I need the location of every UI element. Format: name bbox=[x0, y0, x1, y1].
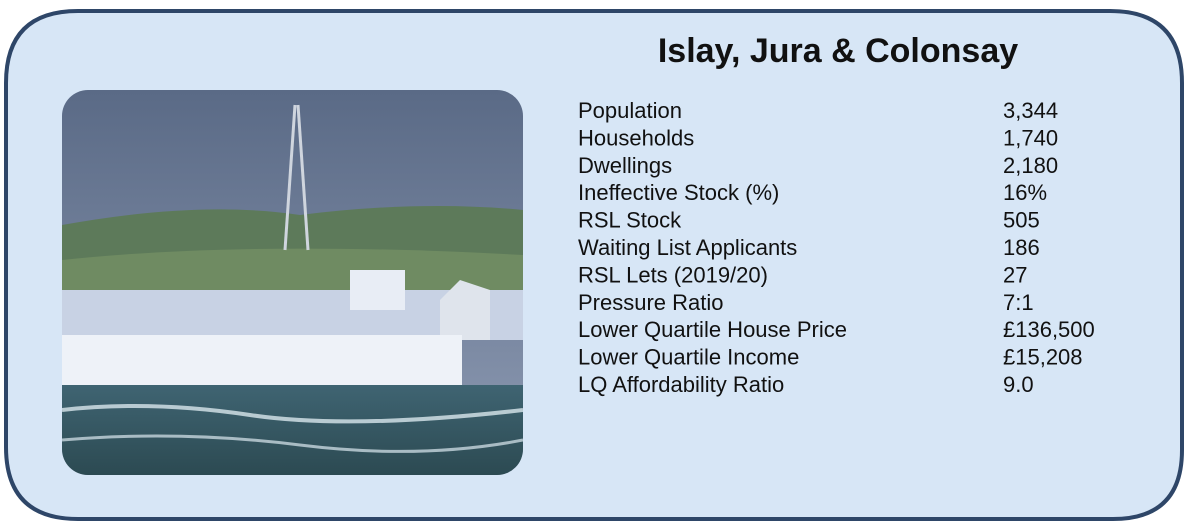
photo bbox=[62, 90, 523, 475]
row-label: RSL Stock bbox=[578, 208, 682, 233]
row-value: 186 bbox=[1003, 235, 1040, 260]
row-label: Lower Quartile Income bbox=[578, 345, 799, 370]
row-value: 1,740 bbox=[1003, 125, 1058, 150]
panel-title: Islay, Jura & Colonsay bbox=[658, 32, 1018, 70]
row-label: Population bbox=[578, 98, 682, 123]
row-label: RSL Lets (2019/20) bbox=[578, 262, 768, 287]
row-label: Households bbox=[578, 125, 694, 150]
row-value: 27 bbox=[1003, 262, 1027, 287]
row-label: Dwellings bbox=[578, 153, 672, 178]
row-label: Waiting List Applicants bbox=[578, 235, 797, 260]
row-value: 9.0 bbox=[1003, 372, 1034, 397]
row-value: 3,344 bbox=[1003, 98, 1058, 123]
row-value: 2,180 bbox=[1003, 153, 1058, 178]
row-label: LQ Affordability Ratio bbox=[578, 372, 784, 397]
row-label: Ineffective Stock (%) bbox=[578, 180, 779, 205]
row-value: 505 bbox=[1003, 208, 1040, 233]
row-label: Lower Quartile House Price bbox=[578, 317, 847, 342]
row-value: £15,208 bbox=[1003, 345, 1083, 370]
row-label: Pressure Ratio bbox=[578, 290, 724, 315]
row-value: 7:1 bbox=[1003, 290, 1034, 315]
row-value: 16% bbox=[1003, 180, 1047, 205]
row-value: £136,500 bbox=[1003, 317, 1095, 342]
